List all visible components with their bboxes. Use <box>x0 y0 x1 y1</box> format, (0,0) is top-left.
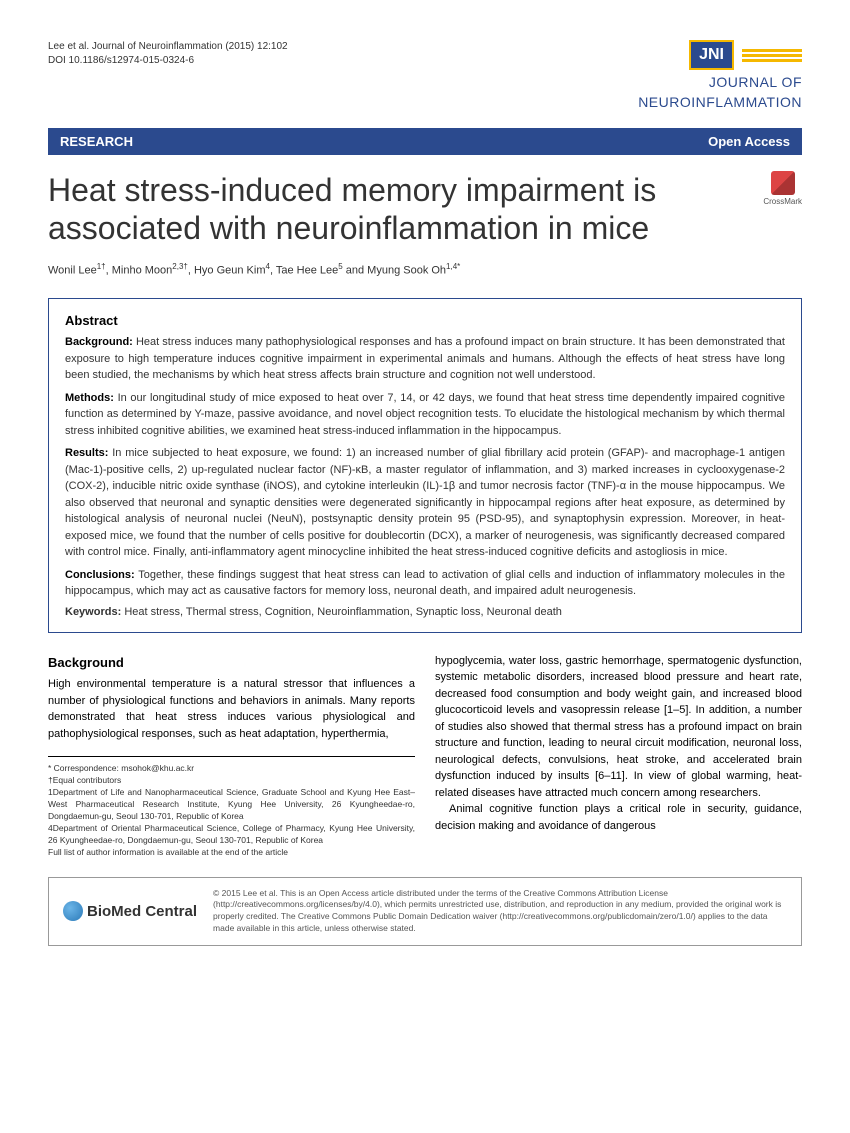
journal-logo: JNI JOURNAL OF NEUROINFLAMMATION <box>638 40 802 110</box>
affiliation-1: 1Department of Life and Nanopharmaceutic… <box>48 787 415 823</box>
full-author-info-note: Full list of author information is avail… <box>48 847 415 859</box>
background-paragraph-2: hypoglycemia, water loss, gastric hemorr… <box>435 653 802 802</box>
article-title: Heat stress-induced memory impairment is… <box>48 171 751 248</box>
citation-line-1: Lee et al. Journal of Neuroinflammation … <box>48 40 288 54</box>
keywords-label: Keywords: <box>65 606 121 618</box>
article-type-label: RESEARCH <box>60 134 133 149</box>
journal-stripes-icon <box>742 47 802 64</box>
correspondence-box: * Correspondence: msohok@khu.ac.kr †Equa… <box>48 756 415 858</box>
crossmark-badge[interactable]: CrossMark <box>763 171 802 206</box>
abstract-background-label: Background: <box>65 336 133 348</box>
abstract-keywords: Keywords: Heat stress, Thermal stress, C… <box>65 606 785 618</box>
column-right: hypoglycemia, water loss, gastric hemorr… <box>435 653 802 859</box>
header-row: Lee et al. Journal of Neuroinflammation … <box>48 40 802 110</box>
bmc-word-1: BioMed <box>87 903 141 920</box>
article-type-bar: RESEARCH Open Access <box>48 128 802 155</box>
abstract-methods: Methods: In our longitudinal study of mi… <box>65 390 785 440</box>
keywords-text: Heat stress, Thermal stress, Cognition, … <box>124 606 562 618</box>
citation-line-2: DOI 10.1186/s12974-015-0324-6 <box>48 54 288 68</box>
abstract-conclusions-text: Together, these findings suggest that he… <box>65 569 785 598</box>
citation: Lee et al. Journal of Neuroinflammation … <box>48 40 288 68</box>
column-left: Background High environmental temperatur… <box>48 653 415 859</box>
license-text: © 2015 Lee et al. This is an Open Access… <box>213 888 787 936</box>
equal-contributors: †Equal contributors <box>48 775 415 787</box>
journal-name-line-1: JOURNAL OF <box>638 74 802 90</box>
biomed-central-icon <box>63 901 83 921</box>
background-heading: Background <box>48 653 415 673</box>
abstract-heading: Abstract <box>65 313 785 328</box>
abstract-background-text: Heat stress induces many pathophysiologi… <box>65 336 785 381</box>
biomed-central-logo: BioMed Central <box>63 901 197 922</box>
abstract-methods-label: Methods: <box>65 392 114 404</box>
journal-name-line-2: NEUROINFLAMMATION <box>638 94 802 110</box>
crossmark-icon <box>771 171 795 195</box>
abstract-conclusions-label: Conclusions: <box>65 569 135 581</box>
abstract-methods-text: In our longitudinal study of mice expose… <box>65 392 785 437</box>
bmc-word-2: Central <box>145 903 197 920</box>
open-access-label: Open Access <box>708 134 790 149</box>
correspondence-email: * Correspondence: msohok@khu.ac.kr <box>48 763 415 775</box>
crossmark-label: CrossMark <box>763 197 802 206</box>
background-paragraph-1: High environmental temperature is a natu… <box>48 676 415 742</box>
abstract-conclusions: Conclusions: Together, these findings su… <box>65 567 785 600</box>
abstract-results-label: Results: <box>65 447 108 459</box>
abstract-results: Results: In mice subjected to heat expos… <box>65 445 785 561</box>
affiliation-4: 4Department of Oriental Pharmaceutical S… <box>48 823 415 847</box>
journal-abbr-icon: JNI <box>689 40 734 70</box>
abstract-results-text: In mice subjected to heat exposure, we f… <box>65 447 785 558</box>
abstract-background: Background: Heat stress induces many pat… <box>65 334 785 384</box>
abstract-box: Abstract Background: Heat stress induces… <box>48 298 802 633</box>
license-footer: BioMed Central © 2015 Lee et al. This is… <box>48 877 802 947</box>
author-list: Wonil Lee1†, Minho Moon2,3†, Hyo Geun Ki… <box>48 262 802 277</box>
background-paragraph-3: Animal cognitive function plays a critic… <box>435 801 802 834</box>
body-columns: Background High environmental temperatur… <box>48 653 802 859</box>
